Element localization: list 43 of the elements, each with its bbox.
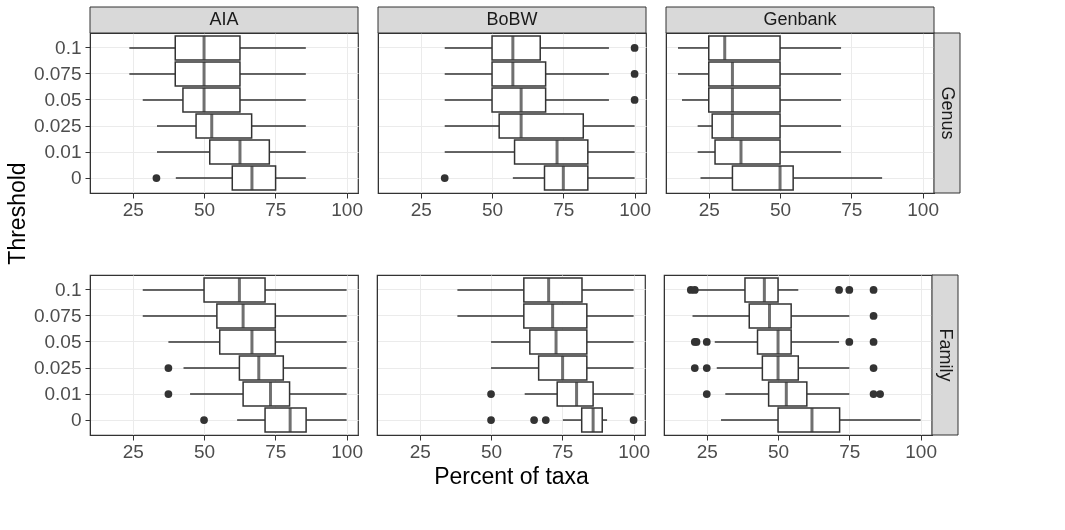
chart-title: AIA (209, 9, 239, 29)
x-tick-label: 50 (480, 440, 503, 462)
y-tick-label: 0.01 (44, 383, 82, 405)
x-tick-label: 50 (767, 440, 790, 462)
x-tick-label: 50 (769, 198, 792, 220)
y-tick-label: 0.075 (33, 62, 82, 84)
x-tick-label: 75 (552, 440, 574, 462)
x-tick-label: 75 (841, 198, 863, 220)
x-tick-label: 75 (839, 440, 861, 462)
x-tick-label: 25 (410, 198, 432, 220)
y-tick-label: 0.075 (33, 304, 82, 326)
x-tick-label: 25 (122, 440, 144, 462)
chart-title: Genbank (763, 9, 838, 29)
x-tick-label: 100 (331, 440, 363, 462)
y-tick-label: 0 (70, 167, 82, 189)
x-tick-label: 25 (696, 440, 718, 462)
x-tick-label: 25 (122, 198, 144, 220)
x-tick-label: 25 (409, 440, 431, 462)
x-axis-title: Percent of taxa (434, 462, 590, 489)
y-tick-label: 0.05 (44, 330, 82, 352)
y-axis-title: Threshold (3, 162, 30, 265)
x-tick-label: 100 (907, 198, 939, 220)
x-tick-label: 100 (619, 198, 651, 220)
x-tick-label: 50 (193, 198, 216, 220)
text: Genus (938, 86, 958, 140)
x-tick-label: 50 (481, 198, 504, 220)
y-tick-label: 0.01 (44, 141, 82, 163)
x-tick-label: 75 (553, 198, 575, 220)
text: Family (936, 328, 956, 382)
y-tick-label: 0 (70, 409, 82, 431)
y-tick-label: 0.1 (55, 36, 82, 58)
y-tick-label: 0.1 (55, 278, 82, 300)
y-tick-label: 0.025 (33, 357, 82, 379)
x-tick-label: 25 (698, 198, 720, 220)
x-tick-label: 75 (265, 198, 287, 220)
y-tick-label: 0.025 (33, 115, 82, 137)
y-tick-label: 0.05 (44, 88, 82, 110)
x-tick-label: 100 (331, 198, 363, 220)
x-tick-label: 100 (618, 440, 650, 462)
chart-title: BoBW (486, 9, 538, 29)
x-tick-label: 100 (905, 440, 937, 462)
x-tick-label: 50 (193, 440, 216, 462)
x-tick-label: 75 (265, 440, 287, 462)
